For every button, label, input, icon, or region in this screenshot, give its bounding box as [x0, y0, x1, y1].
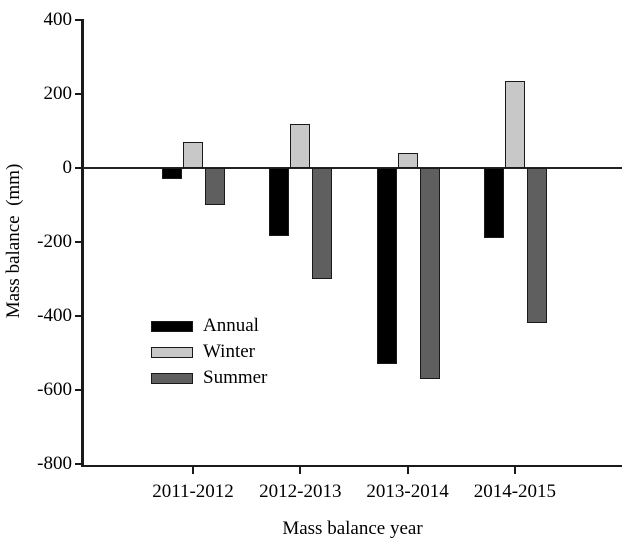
bar-annual-2013-2014 — [376, 168, 397, 365]
y-tick-mark — [75, 93, 81, 95]
zero-baseline — [83, 167, 622, 169]
legend-swatch-summer — [151, 372, 193, 384]
legend: Annual Winter Summer — [151, 315, 267, 389]
legend-row-annual: Annual — [151, 315, 267, 337]
y-tick-label: -200 — [37, 231, 72, 252]
legend-row-summer: Summer — [151, 367, 267, 389]
y-tick-mark — [75, 167, 81, 169]
y-tick-label: 200 — [43, 83, 73, 104]
legend-swatch-winter — [151, 346, 193, 358]
x-tick-mark — [192, 466, 194, 474]
y-tick-label: 400 — [43, 9, 73, 30]
y-tick-label: -800 — [37, 453, 72, 474]
y-tick-mark — [75, 463, 81, 465]
bar-winter-2014-2015 — [504, 81, 525, 168]
y-tick-label: 0 — [62, 157, 73, 178]
legend-swatch-annual — [151, 320, 193, 332]
x-tick-label: 2011-2012 — [152, 481, 234, 502]
y-tick-mark — [75, 241, 81, 243]
legend-label-winter: Winter — [203, 341, 255, 362]
bar-summer-2014-2015 — [526, 168, 547, 324]
y-tick-mark — [75, 389, 81, 391]
bar-annual-2012-2013 — [269, 168, 290, 237]
bar-summer-2012-2013 — [312, 168, 333, 279]
x-tick-mark — [513, 466, 516, 474]
bar-summer-2011-2012 — [205, 168, 225, 205]
x-tick-label: 2013-2014 — [366, 481, 449, 502]
bar-summer-2013-2014 — [419, 168, 440, 379]
bar-winter-2011-2012 — [183, 142, 203, 168]
bar-annual-2011-2012 — [162, 168, 182, 180]
x-tick-mark — [299, 466, 302, 474]
x-tick-label: 2014-2015 — [473, 481, 557, 502]
y-tick-mark — [75, 315, 81, 317]
legend-label-summer: Summer — [203, 367, 268, 388]
bar-winter-2013-2014 — [397, 153, 418, 168]
y-tick-label: -600 — [37, 379, 72, 400]
bar-annual-2014-2015 — [483, 168, 504, 239]
x-axis-spine — [81, 464, 622, 467]
y-tick-label: -400 — [37, 305, 72, 326]
legend-label-annual: Annual — [203, 315, 259, 336]
bar-winter-2012-2013 — [290, 123, 311, 168]
y-axis-spine — [81, 19, 84, 467]
y-tick-mark — [75, 19, 81, 21]
x-axis-title: Mass balance year — [282, 518, 423, 539]
legend-row-winter: Winter — [151, 341, 267, 363]
x-tick-label: 2012-2013 — [259, 481, 342, 502]
x-tick-mark — [406, 466, 409, 474]
